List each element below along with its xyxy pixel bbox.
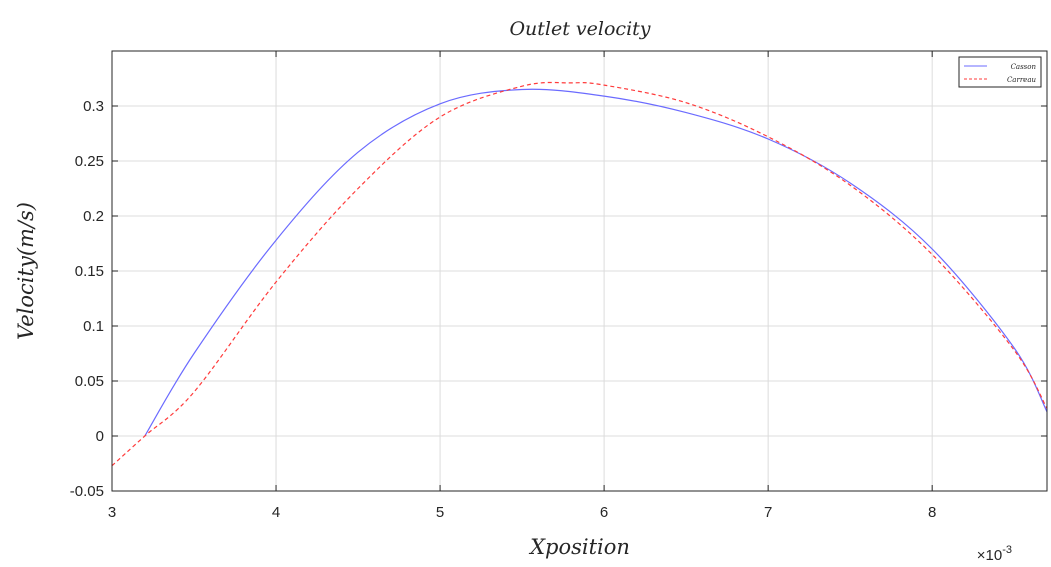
y-tick-label: 0.3 xyxy=(83,98,104,115)
series-line-carreau xyxy=(111,81,1048,467)
x-exponent-power: -3 xyxy=(1002,544,1012,556)
x-tick-label: 7 xyxy=(764,504,772,521)
chart-title: Outlet velocity xyxy=(509,18,650,40)
x-exponent-base: ×10 xyxy=(977,547,1002,564)
x-axis-label: Xposition xyxy=(528,535,630,559)
x-tick-label: 6 xyxy=(600,504,608,521)
y-tick-label: 0.2 xyxy=(83,208,104,225)
axis-ticks: 3 4 5 6 7 8 -0.05 0 0.05 0.1 0.15 0.2 0.25 0.3 xyxy=(70,51,1047,521)
y-axis-label: Velocity(m/s) xyxy=(14,202,38,340)
y-tick-label: 0.05 xyxy=(75,373,104,390)
x-tick-label: 5 xyxy=(436,504,444,521)
y-tick-label: 0.15 xyxy=(75,263,104,280)
legend: Casson Carreau xyxy=(958,56,1042,88)
x-tick-label: 4 xyxy=(272,504,280,521)
y-tick-label: 0.25 xyxy=(75,153,104,170)
y-tick-label: -0.05 xyxy=(70,483,104,500)
x-tick-label: 8 xyxy=(928,504,936,521)
data-series xyxy=(111,81,1048,467)
legend-label-carreau: Carreau xyxy=(1007,76,1037,84)
y-tick-label: 0.1 xyxy=(83,318,104,335)
y-tick-label: 0 xyxy=(96,428,104,445)
series-line-casson xyxy=(144,88,1048,437)
legend-label-casson: Casson xyxy=(1011,63,1037,71)
legend-box xyxy=(958,56,1042,88)
x-tick-label: 3 xyxy=(108,504,116,521)
x-axis-exponent: ×10-3 xyxy=(977,544,1012,564)
